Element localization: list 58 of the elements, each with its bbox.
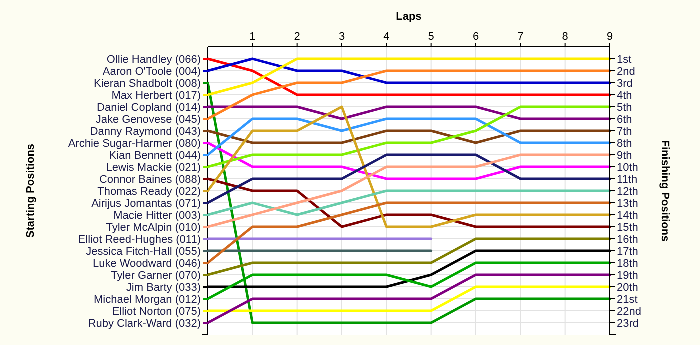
legend-label: Tyler Garner (070) — [111, 270, 201, 282]
y2-tick-label: 15th — [617, 222, 638, 234]
legend-label: Archie Sugar-Harmer (080) — [68, 138, 201, 150]
x-tick-label: 2 — [294, 31, 300, 43]
y2-tick-label: 5th — [617, 102, 632, 114]
legend-label: Jim Barty (033) — [126, 282, 201, 294]
x-tick-label: 7 — [518, 31, 524, 43]
legend-label: Kieran Shadbolt (008) — [94, 78, 201, 90]
y2-tick-label: 22nd — [617, 306, 642, 318]
y2-tick-label: 16th — [617, 234, 638, 246]
x-tick-label: 1 — [250, 31, 256, 43]
y2-tick-label: 6th — [617, 114, 632, 126]
y2-axis-title: Finishing Positions — [659, 140, 671, 242]
y2-tick-label: 4th — [617, 90, 632, 102]
legend-label: Ruby Clark-Ward (032) — [88, 318, 201, 330]
x-axis-title: Laps — [396, 11, 422, 23]
y2-tick-label: 13th — [617, 198, 638, 210]
legend-label: Danny Raymond (043) — [90, 126, 201, 138]
x-tick-label: 8 — [562, 31, 568, 43]
y2-tick-label: 14th — [617, 210, 638, 222]
legend-label: Max Herbert (017) — [112, 90, 201, 102]
x-tick-label: 4 — [384, 31, 390, 43]
legend-label: Elliot Norton (075) — [112, 306, 201, 318]
x-tick-label: 9 — [606, 31, 614, 43]
y2-tick-label: 21st — [617, 294, 638, 306]
y2-tick-label: 17th — [617, 246, 638, 258]
x-tick-label: 3 — [338, 31, 346, 43]
legend-label: Connor Baines (088) — [99, 174, 201, 186]
y2-tick-label: 10th — [617, 162, 638, 174]
y2-tick-label: 11th — [617, 174, 638, 186]
legend-label: Luke Woodward (046) — [92, 258, 201, 270]
y2-tick-label: 19th — [617, 270, 638, 282]
y2-tick-label: 23rd — [617, 318, 640, 330]
y2-tick-label: 7th — [617, 126, 632, 138]
legend-label: Macie Hitter (003) — [114, 210, 201, 222]
text: Starting Positions — [25, 144, 37, 238]
legend-label: Airijus Jomantas (071) — [92, 198, 201, 210]
legend-label: Daniel Copland (014) — [97, 102, 201, 114]
y2-tick-label: 12th — [617, 186, 638, 198]
legend-label: Thomas Ready (022) — [98, 186, 201, 198]
x-tick-label: 5 — [428, 31, 434, 43]
legend-label: Tyler McAlpin (010) — [106, 222, 201, 234]
y2-tick-label: 2nd — [617, 66, 636, 78]
y2-tick-label: 20th — [617, 282, 638, 294]
legend-label: Ollie Handley (066) — [106, 54, 201, 66]
x-tick-label: 6 — [472, 31, 480, 43]
legend-label: Jake Genovese (045) — [96, 114, 201, 126]
y2-tick-label: 9th — [617, 150, 632, 162]
legend-label: Elliot Reed-Hughes (011) — [78, 234, 201, 246]
legend-label: Aaron O'Toole (004) — [102, 66, 201, 78]
y2-tick-label: 18th — [617, 258, 638, 270]
y2-tick-label: 3rd — [617, 78, 633, 90]
y2-tick-label: 1st — [617, 54, 632, 66]
legend-label: Michael Morgan (012) — [94, 294, 201, 306]
legend-label: Jessica Fitch-Hall (055) — [86, 246, 201, 258]
legend-label: Kian Bennett (044) — [109, 150, 201, 162]
y2-tick-label: 8th — [617, 138, 632, 150]
legend-label: Lewis Mackie (021) — [106, 162, 201, 174]
